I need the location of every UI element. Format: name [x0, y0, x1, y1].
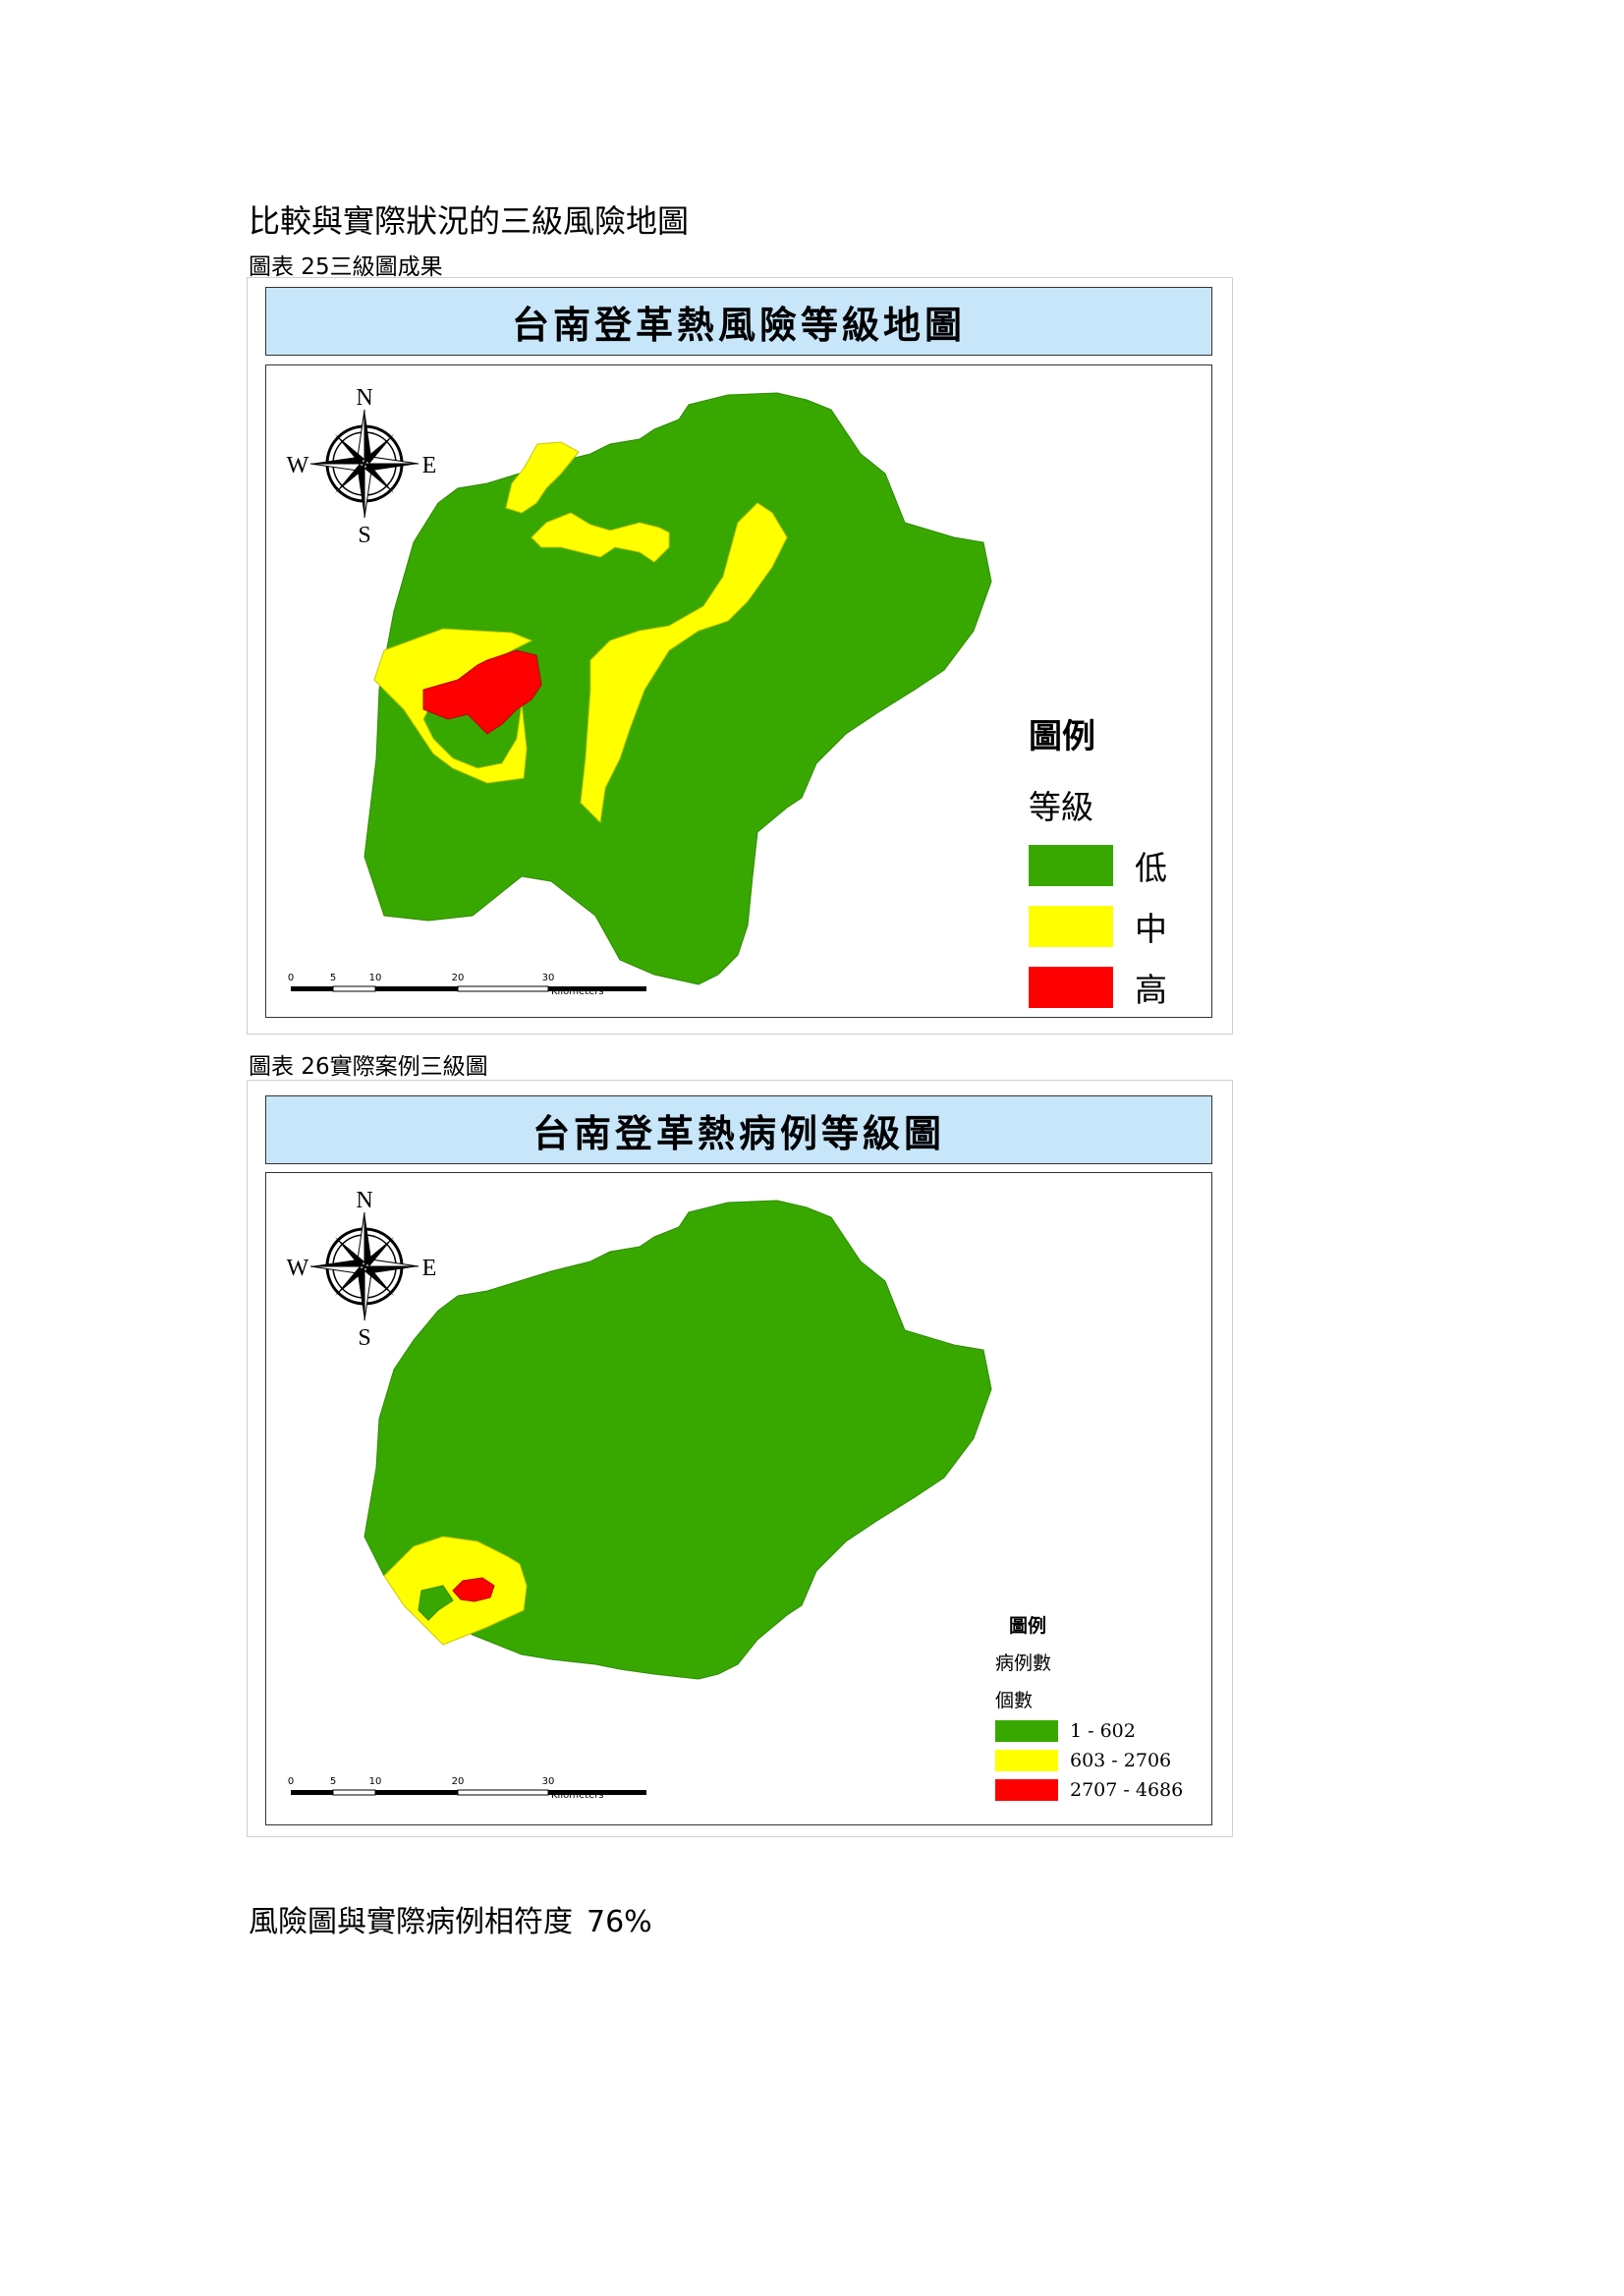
scale-tick-5: 5 — [330, 973, 336, 983]
compass-rose-icon: N S E W — [287, 1188, 437, 1351]
region-medium-risk-north1 — [505, 441, 580, 514]
region-high-risk — [422, 649, 542, 735]
scale-bar: 0 5 10 20 30 Kilometers — [288, 973, 646, 997]
scale-unit: Kilometers — [551, 986, 604, 997]
figure1-caption: 圖表 25三級圖成果 — [249, 254, 443, 280]
legend-swatch-high — [1029, 967, 1113, 1008]
compass-south: S — [358, 1325, 370, 1351]
legend-swatch-medium — [995, 1750, 1058, 1771]
compass-west: W — [287, 453, 309, 478]
legend-label: 低 — [1135, 849, 1167, 887]
legend-item: 中 — [1029, 903, 1167, 950]
scale-tick-5: 5 — [330, 1776, 336, 1787]
legend-swatch-low — [1029, 845, 1113, 886]
legend-label: 603 - 2706 — [1070, 1750, 1172, 1771]
region-cases-high — [452, 1577, 495, 1602]
scale-unit: Kilometers — [551, 1790, 604, 1801]
legend-label: 中 — [1135, 910, 1167, 948]
scale-tick-30: 30 — [542, 973, 555, 983]
legend-item: 603 - 2706 — [995, 1750, 1183, 1771]
region-medium-risk-north2 — [531, 512, 670, 563]
case-map-legend: 圖例 病例數 個數 1 - 602 603 - 2706 2707 - 4686 — [995, 1611, 1183, 1801]
legend-item: 2707 - 4686 — [995, 1779, 1183, 1801]
compass-rose-icon: N S E W — [287, 385, 437, 548]
region-medium-risk-east — [580, 502, 788, 824]
legend-label: 高 — [1135, 971, 1167, 1009]
legend-title: 圖例 — [1009, 1615, 1047, 1637]
scale-tick-0: 0 — [288, 973, 294, 983]
compass-west: W — [287, 1256, 309, 1281]
legend-swatch-low — [995, 1720, 1058, 1742]
region-low-risk — [364, 392, 992, 985]
legend-title: 圖例 — [1029, 717, 1095, 756]
risk-map-frame: N S E W 0 5 — [265, 364, 1212, 1018]
compass-north: N — [356, 385, 372, 411]
case-map-title: 台南登革熱病例等級圖 — [265, 1095, 1212, 1164]
legend-swatch-medium — [1029, 906, 1113, 947]
section-heading: 比較與實際狀況的三級風險地圖 — [249, 202, 690, 240]
risk-map-title: 台南登革熱風險等級地圖 — [265, 287, 1212, 356]
region-cases-low — [364, 1200, 992, 1680]
risk-map-legend: 圖例 等級 低 中 高 — [1029, 709, 1167, 1011]
legend-label: 1 - 602 — [1070, 1720, 1136, 1742]
scale-tick-10: 10 — [369, 973, 382, 983]
scale-bar: 0 5 10 20 30 Kilometers — [288, 1776, 646, 1801]
legend-item: 1 - 602 — [995, 1720, 1183, 1742]
scale-tick-20: 20 — [452, 973, 465, 983]
compass-east: E — [422, 453, 437, 478]
compass-east: E — [422, 1256, 437, 1281]
scale-tick-0: 0 — [288, 1776, 294, 1787]
scale-tick-10: 10 — [369, 1776, 382, 1787]
legend-subtitle-count: 個數 — [995, 1690, 1034, 1711]
compass-south: S — [358, 523, 370, 548]
case-map-figure: 台南登革熱病例等級圖 N S E W — [247, 1080, 1233, 1837]
case-map-svg: N S E W 0 5 10 20 30 Kilometers — [287, 1188, 992, 1801]
match-result: 風險圖與實際病例相符度 76% — [249, 1897, 652, 1940]
scale-tick-20: 20 — [452, 1776, 465, 1787]
risk-map-svg: N S E W 0 5 — [287, 385, 992, 997]
legend-item: 高 — [1029, 964, 1167, 1011]
case-map-frame: N S E W 0 5 10 20 30 Kilometers — [265, 1172, 1212, 1825]
compass-north: N — [356, 1188, 372, 1213]
legend-subtitle: 等級 — [1029, 788, 1093, 826]
legend-swatch-high — [995, 1779, 1058, 1801]
region-cases-green-enclave — [418, 1585, 454, 1621]
figure2-caption: 圖表 26實際案例三級圖 — [249, 1054, 488, 1080]
match-result-value: 76% — [587, 1905, 652, 1939]
risk-map-figure: 台南登革熱風險等級地圖 N S E W — [247, 277, 1233, 1035]
match-result-label: 風險圖與實際病例相符度 — [249, 1905, 573, 1939]
scale-tick-30: 30 — [542, 1776, 555, 1787]
legend-label: 2707 - 4686 — [1070, 1779, 1184, 1801]
legend-item: 低 — [1029, 842, 1167, 889]
legend-subtitle: 病例數 — [995, 1652, 1052, 1674]
